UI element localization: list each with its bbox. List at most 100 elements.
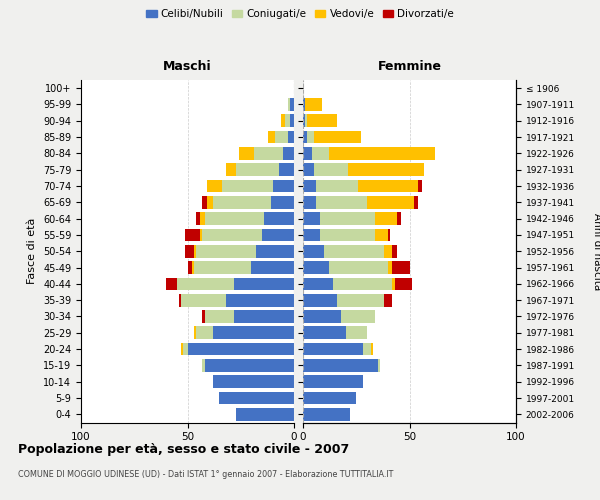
Bar — [303, 310, 341, 323]
Bar — [303, 342, 362, 355]
Bar — [303, 261, 329, 274]
Bar — [205, 359, 294, 372]
Bar — [358, 180, 418, 192]
Bar — [166, 278, 177, 290]
Bar — [194, 261, 251, 274]
Bar — [177, 278, 235, 290]
Bar — [303, 278, 333, 290]
Bar — [303, 212, 320, 225]
Bar — [194, 326, 196, 339]
Bar — [414, 196, 418, 208]
Bar — [303, 326, 346, 339]
Bar — [268, 130, 275, 143]
Bar — [397, 212, 401, 225]
Bar — [384, 294, 392, 306]
Bar — [202, 359, 205, 372]
Bar — [286, 114, 290, 127]
Bar — [256, 245, 294, 258]
Bar — [367, 196, 414, 208]
Bar — [226, 164, 236, 176]
Bar — [187, 342, 294, 355]
Bar — [376, 212, 397, 225]
Text: Femmine: Femmine — [377, 60, 442, 73]
Bar — [194, 245, 196, 258]
Bar — [213, 376, 294, 388]
Bar — [371, 342, 373, 355]
Bar — [183, 342, 187, 355]
Bar — [377, 359, 380, 372]
Bar — [362, 342, 371, 355]
Bar — [235, 310, 294, 323]
Bar — [388, 228, 391, 241]
Bar — [392, 261, 410, 274]
Bar — [303, 130, 307, 143]
Text: COMUNE DI MOGGIO UDINESE (UD) - Dati ISTAT 1° gennaio 2007 - Elaborazione TUTTIT: COMUNE DI MOGGIO UDINESE (UD) - Dati IST… — [18, 470, 394, 479]
Bar — [192, 261, 194, 274]
Bar — [272, 180, 294, 192]
Text: Maschi: Maschi — [163, 60, 212, 73]
Text: Popolazione per età, sesso e stato civile - 2007: Popolazione per età, sesso e stato civil… — [18, 442, 349, 456]
Bar — [316, 196, 367, 208]
Legend: Celibi/Nubili, Coniugati/e, Vedovi/e, Divorzati/e: Celibi/Nubili, Coniugati/e, Vedovi/e, Di… — [142, 5, 458, 24]
Bar — [303, 392, 356, 404]
Bar — [341, 310, 376, 323]
Bar — [185, 228, 200, 241]
Bar — [179, 294, 181, 306]
Bar — [376, 228, 388, 241]
Bar — [307, 130, 314, 143]
Bar — [348, 164, 424, 176]
Bar — [287, 130, 294, 143]
Bar — [337, 294, 384, 306]
Bar — [196, 212, 200, 225]
Bar — [275, 130, 287, 143]
Bar — [220, 392, 294, 404]
Bar — [329, 147, 435, 160]
Bar — [303, 147, 311, 160]
Bar — [303, 98, 305, 111]
Bar — [290, 98, 294, 111]
Bar — [196, 245, 256, 258]
Bar — [303, 245, 325, 258]
Bar — [303, 164, 314, 176]
Bar — [303, 114, 305, 127]
Bar — [333, 278, 392, 290]
Bar — [395, 278, 412, 290]
Bar — [303, 180, 316, 192]
Bar — [206, 196, 213, 208]
Bar — [239, 147, 254, 160]
Bar — [205, 212, 264, 225]
Bar — [281, 114, 286, 127]
Bar — [392, 278, 395, 290]
Bar — [221, 180, 272, 192]
Bar — [305, 98, 322, 111]
Bar — [271, 196, 294, 208]
Bar — [388, 261, 392, 274]
Bar — [200, 212, 205, 225]
Bar — [290, 114, 294, 127]
Bar — [262, 228, 294, 241]
Bar — [311, 147, 329, 160]
Bar — [305, 114, 307, 127]
Bar — [226, 294, 294, 306]
Bar — [181, 294, 226, 306]
Bar — [303, 228, 320, 241]
Bar — [316, 180, 358, 192]
Bar — [196, 326, 213, 339]
Bar — [185, 245, 194, 258]
Bar — [314, 164, 348, 176]
Bar — [307, 114, 337, 127]
Bar — [303, 359, 377, 372]
Y-axis label: Fasce di età: Fasce di età — [28, 218, 37, 284]
Bar — [235, 278, 294, 290]
Bar — [287, 98, 290, 111]
Bar — [187, 261, 192, 274]
Bar — [202, 310, 205, 323]
Bar — [236, 408, 294, 420]
Bar — [236, 164, 279, 176]
Bar — [329, 261, 388, 274]
Bar — [213, 326, 294, 339]
Bar — [205, 310, 235, 323]
Bar — [392, 245, 397, 258]
Bar — [283, 147, 294, 160]
Bar — [325, 245, 384, 258]
